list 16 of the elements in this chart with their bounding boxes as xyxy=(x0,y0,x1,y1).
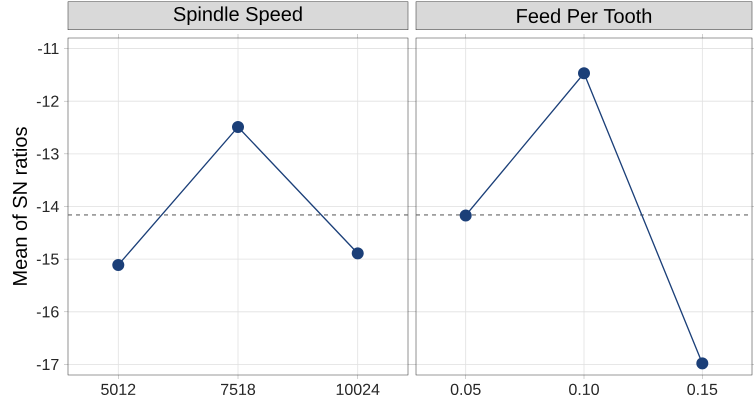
x-tick-label: 10024 xyxy=(336,384,380,396)
chart-title: Feed Per Tooth xyxy=(517,8,652,24)
y-tick-label: -16 xyxy=(36,306,59,318)
y-axis-title: Mean of SN ratios xyxy=(12,127,28,285)
y-tick-label: -13 xyxy=(36,148,59,160)
x-tick-label: 0.15 xyxy=(687,384,718,396)
y-tick-label: -17 xyxy=(36,358,58,370)
y-tick-label: -14 xyxy=(36,201,59,212)
y-tick-label: -11 xyxy=(38,43,59,54)
x-tick-label: 0.10 xyxy=(569,384,599,396)
y-tick-label: -12 xyxy=(36,96,58,107)
y-tick-label: -15 xyxy=(36,254,59,265)
x-tick-label: 5012 xyxy=(101,384,136,396)
x-tick-label: 7518 xyxy=(221,384,256,396)
x-tick-label: 0.05 xyxy=(450,384,481,396)
chart-title: Spindle Speed xyxy=(174,6,302,26)
